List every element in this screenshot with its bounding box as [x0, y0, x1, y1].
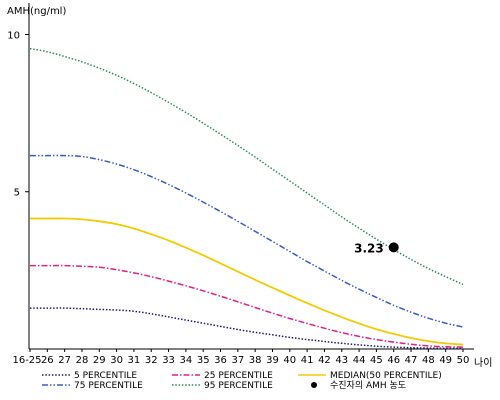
x-tick-label: 50 — [457, 355, 470, 366]
series-layer — [29, 47, 464, 350]
x-tick-label: 37 — [231, 355, 244, 366]
x-tick-label: 38 — [249, 355, 262, 366]
x-tick-label: 41 — [301, 355, 314, 366]
x-tick-label: 27 — [58, 355, 71, 366]
x-tick-label: 43 — [335, 355, 348, 366]
x-tick-label: 39 — [266, 355, 279, 366]
legend: 5 PERCENTILE 25 PERCENTILE MEDIAN(50 PERCE… — [42, 371, 442, 391]
x-axis-title: 나이 — [474, 357, 492, 369]
x-tick-label: 28 — [76, 355, 89, 366]
annotation-layer: 3.23 — [354, 241, 399, 255]
annotation-point — [388, 242, 399, 253]
axes: AMH(ng/ml) 나이 5 10 16-25 26 27 28 29 30 31 32 33 34 35… — [7, 3, 492, 369]
legend-label-0: 5 PERCENTILE — [74, 371, 137, 381]
legend-annotation-label: 수진자의 AMH 농도 — [330, 380, 406, 391]
legend-label-4: 95 PERCENTILE — [204, 381, 273, 391]
x-tick-label: 40 — [283, 355, 296, 366]
x-tick-label: 33 — [162, 355, 175, 366]
x-tick-label: 36 — [214, 355, 227, 366]
x-tick-label: 31 — [128, 355, 141, 366]
x-tick-label: 42 — [318, 355, 331, 366]
x-tick-label: 29 — [93, 355, 106, 366]
series-line-2 — [30, 217, 464, 346]
x-tick-label: 45 — [370, 355, 383, 366]
x-tick-label: 16-25 — [12, 355, 41, 366]
legend-annotation-marker — [311, 382, 317, 388]
legend-label-1: 25 PERCENTILE — [204, 371, 273, 381]
y-axis-title: AMH(ng/ml) — [7, 6, 66, 17]
y-tick-label: 5 — [14, 188, 20, 199]
x-tick-label: 44 — [353, 355, 366, 366]
legend-label-2: MEDIAN(50 PERCENTILE) — [330, 371, 442, 381]
legend-label-3: 75 PERCENTILE — [74, 381, 143, 391]
x-tick-label: 49 — [439, 355, 452, 366]
x-tick-label: 26 — [41, 355, 54, 366]
x-tick-label: 30 — [110, 355, 123, 366]
x-tick-label: 35 — [197, 355, 210, 366]
annotation-label: 3.23 — [354, 241, 384, 255]
x-tick-label: 47 — [405, 355, 418, 366]
x-tick-label: 48 — [422, 355, 435, 366]
x-tick-label: 46 — [387, 355, 400, 366]
series-line-1 — [30, 264, 464, 348]
x-tick-label: 32 — [145, 355, 158, 366]
series-line-0 — [29, 307, 463, 350]
series-line-3 — [30, 154, 464, 328]
y-tick-label: 10 — [7, 30, 20, 41]
x-tick-label: 34 — [180, 355, 193, 366]
